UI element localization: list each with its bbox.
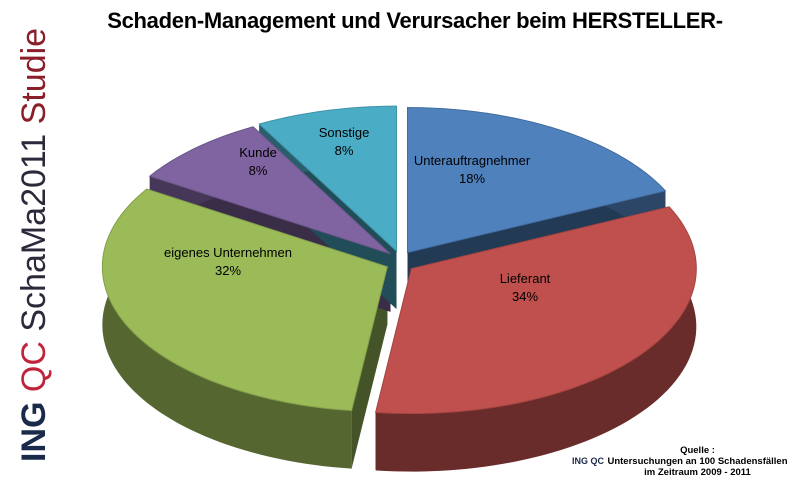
- chart-title: Schaden-Management und Verursacher beim …: [107, 8, 723, 33]
- slice-value-label: 34%: [512, 289, 538, 304]
- source-line1: Untersuchungen an 100 Schadensfällen: [607, 456, 788, 467]
- slice-lieferant: [374, 206, 697, 415]
- slice-value-label: 8%: [249, 163, 268, 178]
- source-note: Quelle : Untersuchungen an 100 Schadensf…: [600, 445, 795, 478]
- slice-value-label: 8%: [335, 143, 354, 158]
- slice-label: Lieferant: [500, 271, 551, 286]
- source-line2: im Zeitraum 2009 - 2011: [644, 467, 751, 478]
- slice-value-label: 18%: [459, 171, 485, 186]
- slice-side-2: [102, 189, 352, 469]
- slice-value-label: 32%: [215, 263, 241, 278]
- slice-side-1: [375, 206, 697, 472]
- source-logo: ING QC: [572, 456, 605, 466]
- slice-sonstige: [258, 105, 398, 253]
- slice-label: Kunde: [239, 145, 277, 160]
- slice-label: eigenes Unternehmen: [164, 245, 292, 260]
- slice-eigenes-unternehmen: [101, 188, 388, 412]
- source-heading: Quelle :: [680, 445, 715, 456]
- slice-label: Sonstige: [319, 125, 370, 140]
- slice-label: Unterauftragnehmer: [414, 153, 531, 168]
- slice-unterauftragnehmer: [407, 107, 667, 254]
- slice-kunde: [148, 126, 391, 255]
